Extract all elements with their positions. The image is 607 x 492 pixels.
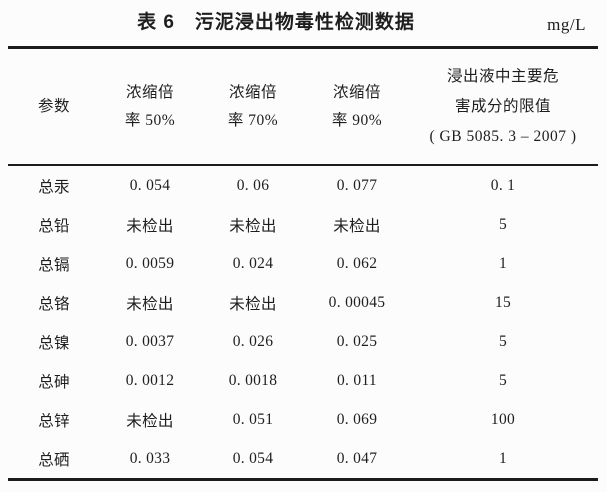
cell-param: 总锌 [38, 412, 70, 430]
cell-ratio-70: 0. 06 [236, 176, 270, 194]
cell-param: 总铬 [38, 295, 70, 313]
header-line: 害成分的限值 [454, 97, 551, 115]
table-row: 总铅 未检出 未检出 未检出 5 [8, 205, 598, 244]
cell-ratio-70: 0. 0018 [228, 371, 278, 389]
header-line: 浓缩倍 [125, 83, 174, 101]
table-row: 总铬 未检出 未检出 0. 00045 15 [8, 283, 598, 322]
cell-ratio-70: 0. 054 [232, 449, 274, 467]
cell-limit: 100 [490, 410, 516, 428]
cell-ratio-70: 未检出 [229, 217, 277, 235]
cell-limit: 5 [498, 332, 508, 350]
col-header-limit: 浸出液中主要危 害成分的限值 ( GB 5085. 3 – 2007 ) [408, 47, 598, 166]
header-line: 浓缩倍 [228, 83, 277, 101]
table-caption: 表 6 污泥浸出物毒性检测数据 mg/L [8, 8, 598, 42]
cell-ratio-50: 未检出 [126, 412, 174, 430]
cell-ratio-90: 0. 077 [336, 176, 378, 194]
col-header-ratio-90: 浓缩倍 率 90% [306, 47, 408, 166]
unit-label: mg/L [547, 15, 586, 34]
cell-limit: 5 [498, 371, 508, 389]
cell-ratio-90: 未检出 [333, 217, 381, 235]
header-line: 浸出液中主要危 [446, 67, 559, 85]
cell-param: 总汞 [38, 178, 70, 196]
header-line: 率 50% [124, 111, 176, 129]
cell-ratio-70: 0. 024 [232, 254, 274, 272]
cell-limit: 0. 1 [490, 176, 516, 194]
cell-ratio-70: 未检出 [229, 295, 277, 313]
table-row: 总硒 0. 033 0. 054 0. 047 1 [8, 439, 598, 480]
cell-param: 总铅 [38, 217, 70, 235]
cell-ratio-50: 未检出 [126, 295, 174, 313]
cell-param: 总镉 [38, 256, 70, 274]
cell-ratio-50: 0. 0012 [125, 371, 175, 389]
col-header-ratio-70: 浓缩倍 率 70% [200, 47, 306, 166]
toxicity-data-table: 参数 浓缩倍 率 50% 浓缩倍 率 70% 浓缩倍 率 90% 浸出液中主要危… [8, 46, 598, 481]
cell-limit: 1 [498, 449, 508, 467]
table-row: 总镉 0. 0059 0. 024 0. 062 1 [8, 244, 598, 283]
cell-ratio-90: 0. 062 [336, 254, 378, 272]
table-body: 总汞 0. 054 0. 06 0. 077 0. 1 总铅 未检出 未检出 未… [8, 165, 598, 480]
table-row: 总汞 0. 054 0. 06 0. 077 0. 1 [8, 165, 598, 205]
cell-limit: 15 [494, 293, 512, 311]
cell-param: 总砷 [38, 373, 70, 391]
header-line: 率 90% [331, 111, 383, 129]
cell-ratio-90: 0. 069 [336, 410, 378, 428]
cell-ratio-50: 0. 0037 [125, 332, 175, 350]
cell-ratio-70: 0. 051 [232, 410, 274, 428]
cell-ratio-50: 0. 0059 [125, 254, 175, 272]
cell-param: 总镍 [38, 334, 70, 352]
header-line: 浓缩倍 [332, 83, 381, 101]
cell-limit: 5 [498, 215, 508, 233]
cell-ratio-50: 0. 054 [129, 176, 171, 194]
cell-ratio-90: 0. 047 [336, 449, 378, 467]
cell-param: 总硒 [38, 451, 70, 469]
header-line: 率 70% [227, 111, 279, 129]
table-row: 总镍 0. 0037 0. 026 0. 025 5 [8, 322, 598, 361]
table-row: 总锌 未检出 0. 051 0. 069 100 [8, 400, 598, 439]
col-header-ratio-50: 浓缩倍 率 50% [100, 47, 200, 166]
header-row: 参数 浓缩倍 率 50% 浓缩倍 率 70% 浓缩倍 率 90% 浸出液中主要危… [8, 47, 598, 166]
table-header: 参数 浓缩倍 率 50% 浓缩倍 率 70% 浓缩倍 率 90% 浸出液中主要危… [8, 47, 598, 166]
cell-ratio-90: 0. 011 [337, 371, 377, 389]
cell-ratio-50: 未检出 [126, 217, 174, 235]
cell-ratio-70: 0. 026 [232, 332, 274, 350]
col-header-param: 参数 [8, 47, 100, 166]
cell-ratio-90: 0. 00045 [328, 293, 386, 311]
table-title: 表 6 污泥浸出物毒性检测数据 [137, 12, 415, 33]
header-line: ( GB 5085. 3 – 2007 ) [429, 127, 577, 145]
cell-ratio-50: 0. 033 [129, 449, 171, 467]
cell-ratio-90: 0. 025 [336, 332, 378, 350]
cell-limit: 1 [498, 254, 508, 272]
table-row: 总砷 0. 0012 0. 0018 0. 011 5 [8, 361, 598, 400]
header-line: 参数 [37, 97, 70, 115]
